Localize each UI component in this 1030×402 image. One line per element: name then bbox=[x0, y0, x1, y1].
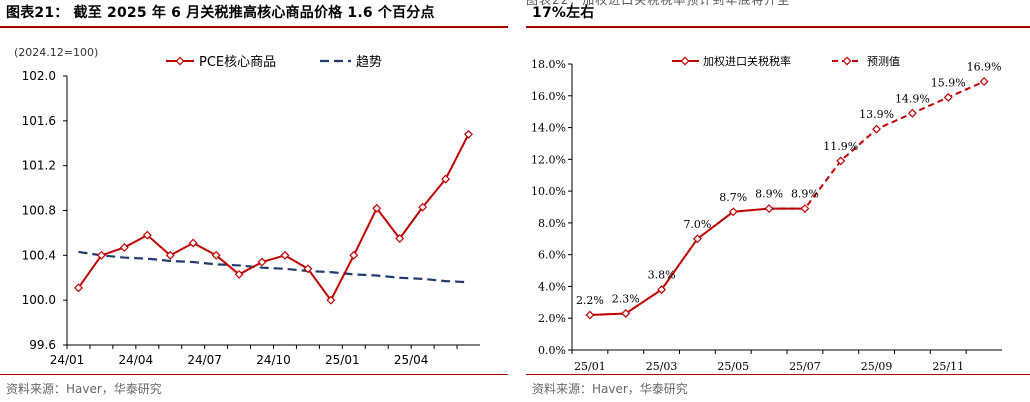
right-actual-data-label: 2.2% bbox=[576, 294, 604, 307]
right-y-tick-label: 18.0% bbox=[531, 58, 566, 71]
right-y-tick-label: 2.0% bbox=[538, 312, 566, 325]
left-y-tick-label: 100.0 bbox=[22, 293, 56, 307]
left-pce-point bbox=[119, 243, 129, 252]
left-pce-point bbox=[395, 234, 405, 243]
right-forecast-data-label: 15.9% bbox=[931, 76, 966, 89]
right-legend-forecast-label: 预测值 bbox=[867, 55, 900, 68]
right-legend-forecast-marker bbox=[842, 56, 852, 66]
left-y-tick-label: 101.2 bbox=[22, 159, 56, 173]
right-forecast-data-label: 13.9% bbox=[859, 108, 894, 121]
right-source-note: 资料来源：Haver，华泰研究 bbox=[532, 382, 688, 396]
right-actual-point bbox=[621, 309, 631, 318]
right-forecast-data-label: 16.9% bbox=[967, 60, 1002, 73]
left-x-tick-label: 24/10 bbox=[256, 353, 291, 367]
left-y-tick-label: 102.0 bbox=[22, 69, 56, 83]
left-line-chart: (2024.12=100) 99.6 100.0 100.4 100.8 101.2 101… bbox=[14, 46, 480, 367]
left-pce-point bbox=[211, 250, 221, 260]
right-forecast-point bbox=[872, 124, 882, 134]
right-actual-point bbox=[800, 204, 810, 214]
right-forecast-data-label: 14.9% bbox=[895, 92, 930, 105]
right-actual-point bbox=[692, 234, 702, 244]
right-x-tick-label: 25/05 bbox=[717, 360, 749, 373]
left-x-tick-label: 25/04 bbox=[394, 353, 429, 367]
left-pce-point bbox=[188, 238, 198, 248]
right-forecast-point bbox=[979, 77, 989, 86]
right-actual-data-label: 8.9% bbox=[755, 188, 783, 201]
left-y-tick-label: 100.4 bbox=[22, 248, 56, 262]
left-pce-point bbox=[165, 250, 175, 260]
right-x-tick-label: 25/01 bbox=[574, 360, 606, 373]
left-x-tick-label: 25/01 bbox=[325, 353, 360, 367]
right-x-tick-label: 25/11 bbox=[932, 360, 964, 373]
right-forecast-data-label: 11.9% bbox=[823, 140, 858, 153]
right-y-tick-label: 6.0% bbox=[538, 249, 566, 262]
right-actual-data-label: 3.8% bbox=[648, 269, 676, 282]
left-pce-point bbox=[142, 230, 152, 240]
left-pce-point bbox=[326, 295, 336, 305]
left-pce-point bbox=[96, 250, 106, 260]
right-chart-panel: 图表22：加权进口关税税率预计到年底将升至 17%左右 0.0% 2.0% 4.0%… bbox=[526, 0, 1030, 402]
left-pce-point bbox=[441, 174, 451, 184]
left-legend-trend-label: 趋势 bbox=[356, 54, 382, 70]
right-y-tick-label: 10.0% bbox=[531, 185, 566, 198]
right-actual-data-label: 7.0% bbox=[683, 218, 711, 231]
left-pce-point bbox=[349, 250, 359, 260]
left-pce-point bbox=[464, 129, 473, 139]
left-legend-pce-label: PCE核心商品 bbox=[199, 55, 276, 70]
right-actual-point bbox=[764, 204, 774, 214]
right-cutoff-title-line: 图表22：加权进口关税税率预计到年底将升至 bbox=[526, 0, 791, 7]
left-pce-point bbox=[418, 202, 428, 212]
right-x-tick-label: 25/07 bbox=[789, 360, 821, 373]
left-y-tick-label: 99.6 bbox=[29, 338, 56, 352]
left-x-tick-label: 24/07 bbox=[187, 353, 222, 367]
right-forecast-point bbox=[907, 108, 917, 118]
right-actual-point bbox=[657, 285, 667, 295]
right-actual-point bbox=[585, 310, 595, 320]
left-pce-point bbox=[372, 203, 382, 213]
right-actual-data-label: 8.9% bbox=[791, 188, 819, 201]
right-y-tick-label: 8.0% bbox=[538, 217, 566, 230]
right-title-rule bbox=[526, 26, 1030, 28]
left-pce-point bbox=[74, 283, 83, 293]
right-legend-actual-label: 加权进口关税税率 bbox=[703, 54, 791, 68]
right-chart-title: 17%左右 bbox=[532, 5, 595, 21]
right-y-tick-label: 4.0% bbox=[538, 280, 566, 293]
left-y-tick-label: 100.8 bbox=[22, 204, 56, 218]
right-y-tick-label: 16.0% bbox=[531, 90, 566, 103]
right-y-tick-label: 14.0% bbox=[531, 122, 566, 135]
right-y-tick-label: 12.0% bbox=[531, 153, 566, 166]
left-y-tick-label: 101.6 bbox=[22, 114, 56, 128]
left-title-rule bbox=[0, 26, 508, 28]
left-pce-point bbox=[257, 257, 267, 267]
right-actual-point bbox=[728, 207, 738, 217]
left-legend-pce-marker bbox=[175, 56, 185, 66]
right-line-chart: 0.0% 2.0% 4.0% 6.0% 8.0% 10.0% 12.0% 14.0% 16.0%… bbox=[531, 54, 1002, 373]
left-pce-point bbox=[234, 269, 244, 279]
left-source-note: 资料来源：Haver，华泰研究 bbox=[6, 382, 162, 396]
right-x-tick-label: 25/03 bbox=[646, 360, 678, 373]
right-bottom-rule bbox=[526, 374, 1030, 375]
right-y-tick-label: 0.0% bbox=[538, 344, 566, 357]
left-x-tick-label: 24/01 bbox=[50, 353, 85, 367]
left-bottom-rule bbox=[0, 374, 508, 375]
right-forecast-point bbox=[836, 156, 846, 166]
left-chart-panel: 图表21： 截至 2025 年 6 月关税推高核心商品价格 1.6 个百分点 (… bbox=[0, 0, 508, 402]
left-pce-point bbox=[303, 264, 313, 274]
right-actual-data-label: 8.7% bbox=[719, 191, 747, 204]
left-chart-title: 图表21： 截至 2025 年 6 月关税推高核心商品价格 1.6 个百分点 bbox=[6, 5, 435, 21]
left-pce-series-line bbox=[77, 133, 470, 303]
right-forecast-point bbox=[943, 92, 953, 102]
left-x-tick-label: 24/04 bbox=[119, 353, 154, 367]
right-legend-actual-marker bbox=[680, 56, 690, 66]
left-unit-label: (2024.12=100) bbox=[14, 46, 98, 59]
left-trend-series-line bbox=[78, 250, 469, 284]
right-actual-data-label: 2.3% bbox=[612, 292, 640, 305]
right-x-tick-label: 25/09 bbox=[861, 360, 893, 373]
left-pce-point bbox=[280, 250, 290, 260]
